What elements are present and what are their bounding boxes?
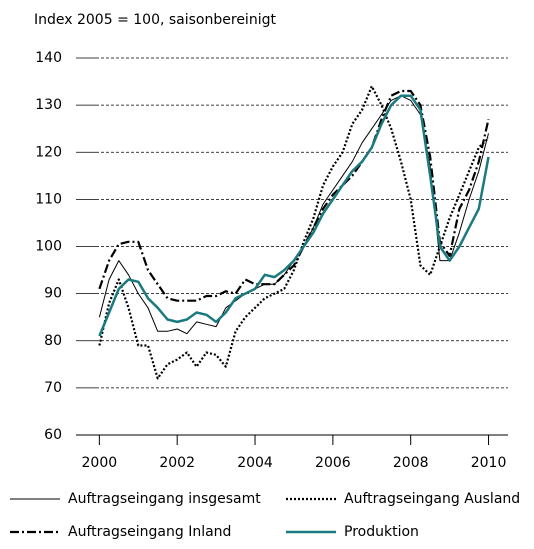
y-tick-label: 80 (44, 333, 62, 349)
x-tick-label: 2002 (159, 455, 195, 471)
y-tick-label: 140 (35, 50, 62, 66)
series-line (98, 94, 490, 337)
y-tick-label: 60 (44, 427, 62, 443)
legend-label: Produktion (344, 524, 419, 540)
y-tick-label: 130 (35, 97, 62, 113)
y-tick-label: 120 (35, 144, 62, 160)
series-line (98, 95, 489, 335)
x-tick-label: 2006 (315, 455, 351, 471)
series-line (98, 89, 490, 302)
x-tick-label: 2008 (393, 455, 429, 471)
legend-label: Auftragseingang Ausland (344, 491, 520, 507)
y-tick-label: 90 (44, 286, 62, 302)
y-tick-label: 70 (44, 380, 62, 396)
x-tick-label: 2000 (82, 455, 118, 471)
legend-label: Auftragseingang Inland (68, 524, 231, 540)
x-tick-label: 2010 (471, 455, 507, 471)
x-tick-label: 2004 (237, 455, 273, 471)
y-tick-label: 110 (35, 191, 62, 207)
legend-label: Auftragseingang insgesamt (68, 491, 261, 507)
y-tick-label: 100 (35, 239, 62, 255)
chart-subtitle: Index 2005 = 100, saisonbereinigt (34, 12, 276, 28)
series-line (98, 85, 490, 380)
